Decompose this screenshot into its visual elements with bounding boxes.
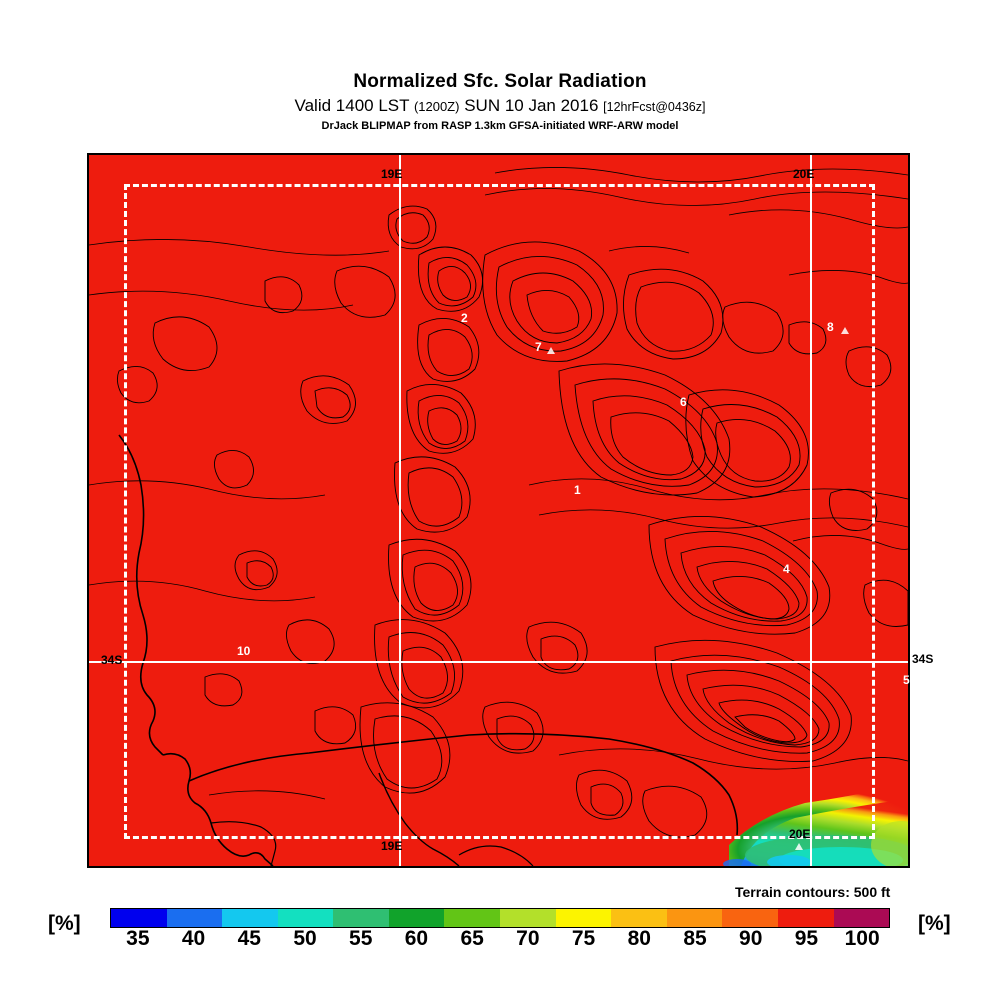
colorbar[interactable] bbox=[110, 908, 890, 928]
waypoint-marker[interactable]: 1 bbox=[574, 483, 581, 497]
colorbar-swatch bbox=[666, 909, 723, 927]
waypoint-marker[interactable]: 6 bbox=[680, 395, 687, 409]
colorbar-tick: 50 bbox=[293, 927, 317, 950]
colorbar-units-left: [%] bbox=[48, 912, 81, 935]
colorbar-tick: 90 bbox=[739, 927, 763, 950]
map-label-longitude: 20E bbox=[789, 827, 811, 841]
colorbar-swatches bbox=[110, 908, 890, 928]
colorbar-swatch bbox=[222, 909, 278, 927]
waypoint-marker[interactable]: 10 bbox=[237, 644, 251, 658]
colorbar-swatch bbox=[555, 909, 612, 927]
valid-time-line: Valid 1400 LST (1200Z) SUN 10 Jan 2016 [… bbox=[0, 96, 1000, 117]
colorbar-tick: 55 bbox=[349, 927, 373, 950]
colorbar-swatch bbox=[777, 909, 834, 927]
waypoint-marker[interactable]: 2 bbox=[461, 311, 468, 325]
valid-time-utc: (1200Z) bbox=[413, 99, 460, 114]
colorbar-swatch bbox=[333, 909, 389, 927]
colorbar-swatch bbox=[166, 909, 223, 927]
colorbar-tick: 65 bbox=[460, 927, 484, 950]
map-label-longitude: 19E bbox=[381, 839, 403, 853]
map-frame[interactable]: 19E 20E 19E 20E 34S 1 2 4 6 7 8 10 bbox=[87, 153, 910, 868]
colorbar-units-right: [%] bbox=[918, 912, 951, 935]
colorbar-swatch bbox=[277, 909, 334, 927]
colorbar-tick: 80 bbox=[627, 927, 651, 950]
colorbar-swatch bbox=[444, 909, 501, 927]
cloud-region-southeast bbox=[723, 783, 908, 866]
colorbar-tick: 85 bbox=[683, 927, 707, 950]
solar-field-base bbox=[89, 155, 908, 866]
graticule-longitude-19E bbox=[399, 155, 401, 866]
colorbar-swatch bbox=[388, 909, 445, 927]
terrain-contour-caption: Terrain contours: 500 ft bbox=[735, 884, 891, 900]
map-canvas bbox=[89, 155, 908, 866]
edge-label-latitude-right: 34S bbox=[912, 652, 934, 666]
waypoint-marker[interactable]: 8 bbox=[827, 320, 834, 334]
colorbar-tick-labels: 35 40 45 50 55 60 65 70 75 80 85 90 95 100 bbox=[110, 926, 890, 952]
map-label-longitude: 19E bbox=[381, 167, 403, 181]
colorbar-tick: 75 bbox=[571, 927, 596, 950]
forecast-tag: [12hrFcst@0436z] bbox=[603, 100, 706, 114]
map-label-latitude: 34S bbox=[101, 653, 123, 667]
colorbar-swatch bbox=[500, 909, 556, 927]
model-credit: DrJack BLIPMAP from RASP 1.3km GFSA-init… bbox=[321, 120, 679, 132]
valid-time-prefix: Valid 1400 LST bbox=[294, 96, 410, 115]
colorbar-tick: 100 bbox=[844, 927, 880, 950]
colorbar-tick: 35 bbox=[126, 927, 150, 950]
model-domain-boundary bbox=[124, 184, 875, 839]
colorbar-swatch bbox=[611, 909, 667, 927]
waypoint-marker[interactable]: 4 bbox=[783, 562, 790, 576]
page-title: Normalized Sfc. Solar Radiation bbox=[353, 71, 647, 92]
colorbar-swatch bbox=[833, 909, 890, 927]
waypoint-marker[interactable]: 7 bbox=[535, 340, 542, 354]
terrain-contours bbox=[89, 167, 908, 866]
colorbar-swatch bbox=[722, 909, 778, 927]
colorbar-tick: 45 bbox=[237, 927, 261, 950]
colorbar-tick: 60 bbox=[404, 927, 429, 950]
graticule-latitude-34S bbox=[89, 661, 908, 663]
graticule-longitude-20E bbox=[810, 155, 812, 866]
colorbar-tick: 95 bbox=[794, 927, 819, 950]
title-block: Normalized Sfc. Solar Radiation Valid 14… bbox=[0, 0, 1000, 133]
colorbar-tick: 40 bbox=[181, 927, 206, 950]
colorbar-swatch bbox=[111, 909, 167, 927]
valid-date: SUN 10 Jan 2016 bbox=[464, 96, 599, 115]
colorbar-tick: 70 bbox=[516, 927, 540, 950]
waypoint-triangle-icon bbox=[547, 347, 555, 354]
waypoint-triangle-icon bbox=[841, 327, 849, 334]
waypoint-triangle-icon bbox=[795, 843, 803, 850]
map-label-longitude: 20E bbox=[793, 167, 815, 181]
edge-label-marker: 5 bbox=[903, 673, 910, 687]
